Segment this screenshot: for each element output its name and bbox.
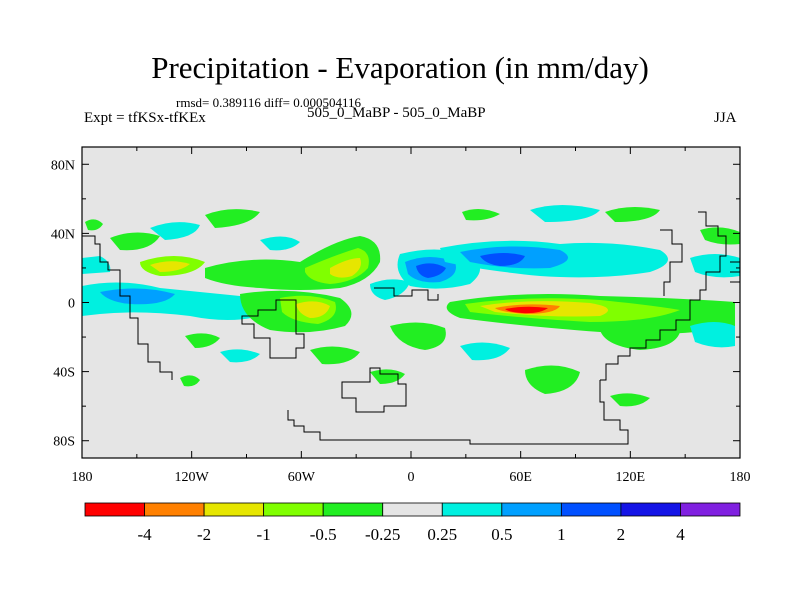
colorbar-swatch xyxy=(620,502,681,517)
colorbar-label: 0.25 xyxy=(427,525,457,544)
y-axis: 80N 40N 0 40S 80S xyxy=(51,158,740,450)
pattern-south xyxy=(180,333,650,407)
colorbar-swatch xyxy=(560,502,622,517)
coast-south-america xyxy=(241,299,305,359)
coastlines xyxy=(82,211,740,445)
season-label: JJA xyxy=(714,110,737,126)
x-tick-label: 120E xyxy=(616,470,646,485)
coast-asia-east xyxy=(600,211,727,381)
colorbar-label: -4 xyxy=(137,525,152,544)
colorbar-label: -1 xyxy=(257,525,271,544)
x-tick-label: 120W xyxy=(175,470,210,485)
colorbar-label: 0.5 xyxy=(491,525,512,544)
colorbar-label: -2 xyxy=(197,525,211,544)
colorbar-label: -0.5 xyxy=(310,525,337,544)
pattern-tropics-north xyxy=(82,236,740,300)
case-label: 505_0_MaBP - 505_0_MaBP xyxy=(307,105,486,121)
y-tick-label: 40N xyxy=(51,227,75,242)
colorbar-swatch xyxy=(263,502,324,517)
colorbar-label: 2 xyxy=(617,525,626,544)
y-tick-label: 40S xyxy=(53,366,75,381)
x-tick-label: 60E xyxy=(509,470,532,485)
experiment-label: Expt = tfKSx-tfKEx xyxy=(84,110,206,126)
coast-asia-islands xyxy=(660,229,683,296)
y-tick-label: 0 xyxy=(68,297,75,312)
contour-fields xyxy=(82,205,740,407)
y-tick-label: 80N xyxy=(51,158,75,173)
colorbar: -4 -2 -1 -0.5 -0.25 0.25 0.5 1 2 4 xyxy=(84,502,741,544)
chart-title: Precipitation - Evaporation (in mm/day) xyxy=(151,50,649,85)
x-tick-label: 60W xyxy=(288,470,316,485)
colorbar-label: 1 xyxy=(557,525,566,544)
colorbar-label: -0.25 xyxy=(365,525,400,544)
coast-dateline xyxy=(730,261,740,283)
x-tick-label: 0 xyxy=(408,470,415,485)
colorbar-swatch xyxy=(203,502,265,517)
colorbar-swatch xyxy=(84,502,145,517)
coast-antarctica xyxy=(287,380,629,445)
colorbar-swatch xyxy=(441,502,503,517)
colorbar-swatch xyxy=(382,502,443,517)
coast-africa-south xyxy=(341,367,407,413)
coast-africa-north xyxy=(374,287,439,301)
pattern-north xyxy=(85,205,740,251)
stats-label: rmsd= 0.389116 diff= 0.000504116 xyxy=(176,95,361,110)
x-tick-label: 180 xyxy=(730,470,751,485)
x-tick-label: 180 xyxy=(72,470,93,485)
colorbar-swatch xyxy=(501,502,562,517)
colorbar-swatch xyxy=(144,502,205,517)
y-tick-label: 80S xyxy=(53,435,75,450)
colorbar-swatch xyxy=(322,502,384,517)
colorbar-label: 4 xyxy=(676,525,685,544)
coast-americas-west xyxy=(82,235,173,380)
colorbar-swatch xyxy=(680,502,741,517)
x-axis: 180 120W 60W 0 60E 120E 180 xyxy=(72,147,751,485)
